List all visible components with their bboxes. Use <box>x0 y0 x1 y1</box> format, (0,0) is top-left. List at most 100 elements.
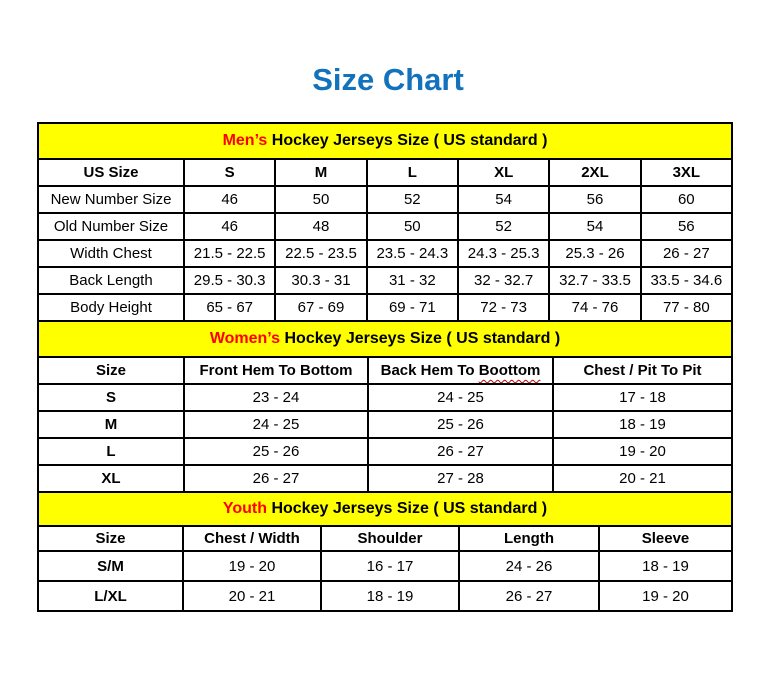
size-value-cell: 74 - 76 <box>548 293 642 322</box>
table-row: New Number Size 46 50 52 54 56 60 <box>37 185 734 214</box>
womens-section-heading: Women’s Hockey Jerseys Size ( US standar… <box>37 320 733 358</box>
size-value-cell: 32.7 - 33.5 <box>548 266 642 295</box>
size-value-cell: 52 <box>456 212 551 241</box>
size-value-cell: 17 - 18 <box>552 383 733 412</box>
size-value-cell: 67 - 69 <box>274 293 368 322</box>
column-header: 2XL <box>548 158 642 187</box>
size-value-cell: 33.5 - 34.6 <box>639 266 734 295</box>
table-row: Old Number Size 46 48 50 52 54 56 <box>37 212 734 241</box>
size-value-cell: 31 - 32 <box>365 266 459 295</box>
column-header: Front Hem To Bottom <box>183 356 369 385</box>
table-row: XL 26 - 27 27 - 28 20 - 21 <box>37 464 733 493</box>
back-hem-label: Back Hem To <box>380 362 475 379</box>
table-row: L/XL 20 - 21 18 - 19 26 - 27 19 - 20 <box>37 580 733 612</box>
size-value-cell: 19 - 20 <box>182 550 322 582</box>
size-value-cell: 29.5 - 30.3 <box>182 266 277 295</box>
size-value-cell: 69 - 71 <box>365 293 459 322</box>
womens-size-table: Women’s Hockey Jerseys Size ( US standar… <box>37 320 733 493</box>
column-header: XL <box>456 158 551 187</box>
womens-section-heading-row: Women’s Hockey Jerseys Size ( US standar… <box>37 320 733 358</box>
womens-heading-rest: Hockey Jerseys Size ( US standard ) <box>280 330 561 347</box>
size-value-cell: 26 - 27 <box>183 464 369 493</box>
size-value-cell: 56 <box>639 212 734 241</box>
size-value-cell: 60 <box>639 185 734 214</box>
row-label: XL <box>37 464 185 493</box>
size-value-cell: 30.3 - 31 <box>274 266 368 295</box>
size-value-cell: 18 - 19 <box>552 410 733 439</box>
size-value-cell: 24.3 - 25.3 <box>456 239 551 268</box>
youth-heading-rest: Hockey Jerseys Size ( US standard ) <box>267 500 548 517</box>
size-value-cell: 20 - 21 <box>182 580 322 612</box>
column-header: Length <box>458 525 600 552</box>
size-value-cell: 52 <box>365 185 459 214</box>
table-row: Width Chest 21.5 - 22.5 22.5 - 23.5 23.5… <box>37 239 734 268</box>
column-header: Size <box>37 525 184 552</box>
size-value-cell: 54 <box>456 185 551 214</box>
table-row: Body Height 65 - 67 67 - 69 69 - 71 72 -… <box>37 293 734 322</box>
column-header: Shoulder <box>320 525 460 552</box>
mens-section-heading: Men’s Hockey Jerseys Size ( US standard … <box>37 122 733 160</box>
youth-size-table: Youth Hockey Jerseys Size ( US standard … <box>37 491 733 612</box>
mens-heading-accent: Men’s <box>222 132 268 149</box>
table-row: M 24 - 25 25 - 26 18 - 19 <box>37 410 733 439</box>
size-value-cell: 27 - 28 <box>367 464 554 493</box>
size-value-cell: 21.5 - 22.5 <box>182 239 277 268</box>
womens-heading-accent: Women’s <box>209 330 281 347</box>
column-header: Sleeve <box>598 525 733 552</box>
column-header: S <box>182 158 277 187</box>
row-label: Body Height <box>37 293 185 322</box>
row-label: L <box>37 437 185 466</box>
column-header: Chest / Pit To Pit <box>552 356 733 385</box>
size-value-cell: 77 - 80 <box>639 293 734 322</box>
page-title: Size Chart <box>312 62 464 97</box>
size-value-cell: 46 <box>182 212 277 241</box>
size-value-cell: 26 - 27 <box>639 239 734 268</box>
column-header: Back Hem To Boottom <box>367 356 554 385</box>
mens-column-header-row: US Size S M L XL 2XL 3XL <box>37 158 734 187</box>
size-chart-tables: Men’s Hockey Jerseys Size ( US standard … <box>37 122 734 612</box>
row-label: Back Length <box>37 266 185 295</box>
row-label: S <box>37 383 185 412</box>
youth-section-heading: Youth Hockey Jerseys Size ( US standard … <box>37 491 733 527</box>
row-label: S/M <box>37 550 184 582</box>
size-value-cell: 72 - 73 <box>456 293 551 322</box>
mens-section-heading-row: Men’s Hockey Jerseys Size ( US standard … <box>37 122 733 160</box>
table-row: L 25 - 26 26 - 27 19 - 20 <box>37 437 733 466</box>
size-value-cell: 18 - 19 <box>320 580 460 612</box>
size-value-cell: 26 - 27 <box>367 437 554 466</box>
size-value-cell: 23.5 - 24.3 <box>365 239 459 268</box>
mens-heading-rest: Hockey Jerseys Size ( US standard ) <box>267 132 548 149</box>
table-row: S 23 - 24 24 - 25 17 - 18 <box>37 383 733 412</box>
size-value-cell: 32 - 32.7 <box>456 266 551 295</box>
column-header: US Size <box>37 158 185 187</box>
size-value-cell: 20 - 21 <box>552 464 733 493</box>
row-label: New Number Size <box>37 185 185 214</box>
size-value-cell: 48 <box>274 212 368 241</box>
size-value-cell: 54 <box>548 212 642 241</box>
column-header: Chest / Width <box>182 525 322 552</box>
youth-column-header-row: Size Chest / Width Shoulder Length Sleev… <box>37 525 733 552</box>
size-value-cell: 22.5 - 23.5 <box>274 239 368 268</box>
size-value-cell: 50 <box>365 212 459 241</box>
youth-section-heading-row: Youth Hockey Jerseys Size ( US standard … <box>37 491 733 527</box>
size-value-cell: 50 <box>274 185 368 214</box>
size-value-cell: 24 - 25 <box>367 383 554 412</box>
womens-column-header-row: Size Front Hem To Bottom Back Hem To Boo… <box>37 356 733 385</box>
column-header: Size <box>37 356 185 385</box>
size-value-cell: 25.3 - 26 <box>548 239 642 268</box>
mens-size-table: Men’s Hockey Jerseys Size ( US standard … <box>37 122 734 322</box>
column-header: 3XL <box>639 158 734 187</box>
size-value-cell: 26 - 27 <box>458 580 600 612</box>
size-value-cell: 24 - 26 <box>458 550 600 582</box>
misspelled-word-squiggle: Boottom <box>478 362 541 379</box>
column-header: L <box>365 158 459 187</box>
size-value-cell: 18 - 19 <box>598 550 733 582</box>
youth-heading-accent: Youth <box>222 500 267 517</box>
size-value-cell: 25 - 26 <box>183 437 369 466</box>
row-label: M <box>37 410 185 439</box>
size-value-cell: 65 - 67 <box>182 293 277 322</box>
column-header: M <box>274 158 368 187</box>
row-label: L/XL <box>37 580 184 612</box>
size-value-cell: 19 - 20 <box>598 580 733 612</box>
